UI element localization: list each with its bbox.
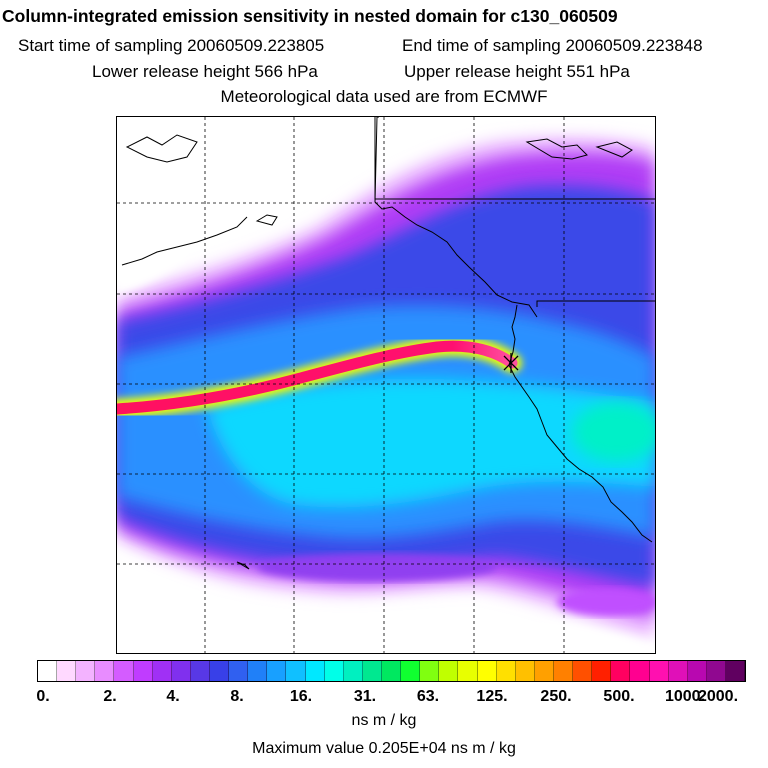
color-scale-cell — [649, 661, 669, 681]
color-scale-tick-label: 31. — [353, 688, 377, 705]
color-scale-cell — [133, 661, 153, 681]
color-scale-cell — [343, 661, 363, 681]
color-scale-cell — [57, 661, 77, 681]
color-scale-tick-label: 0. — [36, 688, 50, 705]
color-scale-cell — [114, 661, 134, 681]
color-scale-cell — [362, 661, 382, 681]
color-scale-tick-label: 1000. — [664, 688, 706, 705]
start-time-label: Start time of sampling 20060509.223805 — [18, 36, 325, 55]
map-canvas — [117, 117, 655, 653]
color-scale-tick-label: 125. — [476, 688, 508, 705]
coastlines — [121, 117, 655, 570]
color-scale-cell — [668, 661, 688, 681]
color-scale-bar — [37, 660, 746, 682]
color-scale-cell — [229, 661, 249, 681]
color-scale-cell — [95, 661, 115, 681]
color-scale-tick-label: 2. — [103, 688, 117, 705]
met-data-label: Meteorological data used are from ECMWF — [220, 87, 548, 106]
color-scale-cell — [534, 661, 554, 681]
color-scale-cell — [209, 661, 230, 681]
color-scale-cell — [439, 661, 459, 681]
color-scale-cell — [171, 661, 191, 681]
color-scale-cell — [496, 661, 516, 681]
color-scale-cell — [267, 661, 287, 681]
color-scale-cell — [324, 661, 344, 681]
color-scale-cell — [592, 661, 612, 681]
gridlines — [117, 117, 655, 653]
color-scale-cell — [76, 661, 96, 681]
color-scale-cell — [152, 661, 172, 681]
unit-label: ns m / kg — [351, 712, 417, 729]
color-scale-tick-label: 63. — [416, 688, 440, 705]
maximum-value-label: Maximum value 0.205E+04 ns m / kg — [252, 740, 516, 757]
map-title: Column-integrated emission sensitivity i… — [2, 6, 618, 26]
release-point-marker — [503, 353, 519, 373]
end-time-label: End time of sampling 20060509.223848 — [402, 36, 703, 55]
color-scale-cell — [611, 661, 631, 681]
color-scale-cell — [401, 661, 421, 681]
color-scale-cell — [725, 661, 746, 681]
color-scale-tick-label: 500. — [603, 688, 635, 705]
color-scale-tick-label: 4. — [166, 688, 180, 705]
trajectory-plume — [117, 336, 522, 419]
color-scale-cell — [248, 661, 268, 681]
color-scale-cell — [305, 661, 325, 681]
color-scale-tick-label: 2000. — [697, 688, 739, 705]
color-scale-cell — [515, 661, 535, 681]
color-scale-cell — [458, 661, 478, 681]
color-scale-cell — [553, 661, 574, 681]
sensitivity-field — [117, 117, 655, 653]
color-scale-tick-label: 8. — [230, 688, 244, 705]
color-scale-cell — [573, 661, 593, 681]
color-scale-cell — [706, 661, 726, 681]
upper-release-height-label: Upper release height 551 hPa — [404, 62, 630, 81]
color-scale-cell — [190, 661, 210, 681]
color-scale-tick-label: 16. — [289, 688, 313, 705]
color-scale-tick-label: 250. — [540, 688, 572, 705]
sensitivity-map — [116, 116, 656, 654]
color-scale-cell — [381, 661, 402, 681]
color-scale-cell — [687, 661, 707, 681]
color-scale-cell — [286, 661, 306, 681]
color-scale-cell — [420, 661, 440, 681]
color-scale-cell — [477, 661, 497, 681]
color-scale-cell — [38, 661, 58, 681]
lower-release-height-label: Lower release height 566 hPa — [92, 62, 318, 81]
color-scale-cell — [630, 661, 650, 681]
